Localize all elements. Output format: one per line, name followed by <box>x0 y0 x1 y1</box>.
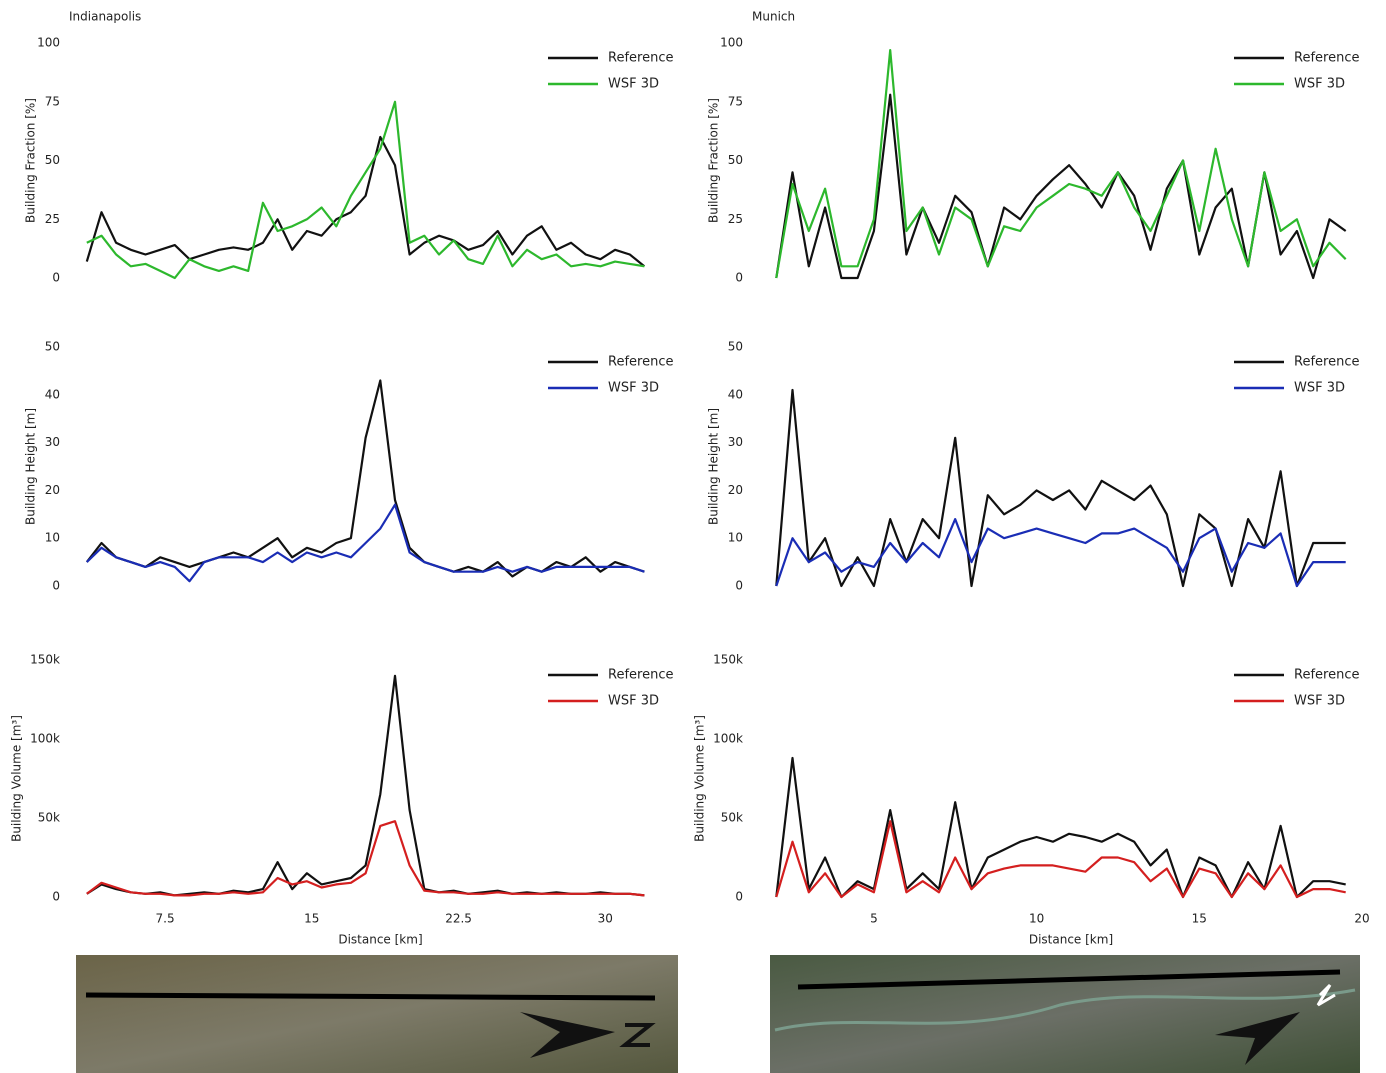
chart-panel: 0 10 20 30 40 50 Building Height [m] Reference W… <box>24 340 674 593</box>
legend-text: WSF 3D <box>608 694 659 709</box>
y-axis-label: Building Volume [m³] <box>10 715 24 842</box>
y-tick-label: 100 <box>37 36 60 50</box>
data-line <box>776 758 1345 897</box>
y-axis-label: Building Volume [m³] <box>693 715 707 842</box>
legend-text: Reference <box>1294 668 1359 683</box>
chart-panel: Indianapolis 0 25 50 75 100 Building Fraction … <box>24 10 674 285</box>
data-line <box>776 519 1345 586</box>
y-tick-label: 30 <box>728 435 743 449</box>
satellite-image-right <box>770 955 1360 1073</box>
y-tick-label: 0 <box>52 271 60 285</box>
x-tick-label: 15 <box>304 912 319 926</box>
x-tick-label: 7.5 <box>156 912 175 926</box>
y-tick-label: 40 <box>45 387 60 401</box>
data-line <box>776 390 1345 586</box>
figure: Indianapolis0255075100Building Fraction … <box>0 0 1386 1073</box>
x-tick-label: 15 <box>1192 912 1207 926</box>
data-line <box>87 102 645 278</box>
data-line <box>776 95 1345 278</box>
y-tick-label: 75 <box>728 94 743 108</box>
legend-text: Reference <box>608 51 673 66</box>
data-line <box>776 821 1345 897</box>
y-tick-label: 50k <box>721 811 743 825</box>
x-tick-label: 22.5 <box>445 912 472 926</box>
y-tick-label: 10 <box>45 531 60 545</box>
data-line <box>87 505 645 582</box>
y-tick-label: 0 <box>52 579 60 593</box>
chart-title: Munich <box>752 10 795 24</box>
y-tick-label: 50k <box>38 811 60 825</box>
chart-title: Indianapolis <box>69 10 141 24</box>
x-tick-label: 20 <box>1354 912 1369 926</box>
legend-text: WSF 3D <box>1294 381 1345 396</box>
legend-text: WSF 3D <box>608 77 659 92</box>
y-tick-label: 75 <box>45 94 60 108</box>
satellite-image-left <box>76 955 678 1073</box>
y-tick-label: 50 <box>728 153 743 167</box>
y-tick-label: 0 <box>735 890 743 904</box>
y-tick-label: 25 <box>728 212 743 226</box>
legend-text: Reference <box>608 668 673 683</box>
y-tick-label: 0 <box>52 890 60 904</box>
y-axis-label: Building Fraction [%] <box>24 98 38 223</box>
y-tick-label: 30 <box>45 435 60 449</box>
data-line <box>87 381 645 577</box>
y-axis-label: Building Fraction [%] <box>707 98 721 223</box>
y-tick-label: 25 <box>45 212 60 226</box>
y-tick-label: 0 <box>735 579 743 593</box>
legend-text: WSF 3D <box>1294 694 1345 709</box>
x-tick-label: 30 <box>598 912 613 926</box>
y-tick-label: 100k <box>30 732 60 746</box>
y-tick-label: 20 <box>728 483 743 497</box>
chart-panel: Munich 0 25 50 75 100 Building Fraction [%] Ref… <box>707 10 1363 285</box>
y-tick-label: 100k <box>713 732 743 746</box>
data-line <box>87 676 645 896</box>
y-tick-label: 0 <box>735 271 743 285</box>
legend-text: Reference <box>1294 51 1359 66</box>
x-axis-label: Distance [km] <box>1029 933 1113 947</box>
y-axis-label: Building Height [m] <box>707 408 721 525</box>
data-line <box>87 137 645 266</box>
y-tick-label: 20 <box>45 483 60 497</box>
y-tick-label: 150k <box>713 653 743 667</box>
x-tick-label: 5 <box>870 912 878 926</box>
y-tick-label: 40 <box>728 387 743 401</box>
x-axis-label: Distance [km] <box>338 933 422 947</box>
y-tick-label: 50 <box>728 340 743 354</box>
legend-text: Reference <box>608 355 673 370</box>
y-tick-label: 10 <box>728 531 743 545</box>
chart-panel: 0 10 20 30 40 50 Building Height [m] Reference W… <box>707 340 1363 593</box>
y-tick-label: 150k <box>30 653 60 667</box>
legend-text: Reference <box>1294 355 1359 370</box>
x-tick-label: 10 <box>1029 912 1044 926</box>
legend-text: WSF 3D <box>608 381 659 396</box>
legend-text: WSF 3D <box>1294 77 1345 92</box>
y-axis-label: Building Height [m] <box>24 408 38 525</box>
data-line <box>87 821 645 895</box>
y-tick-label: 50 <box>45 153 60 167</box>
y-tick-label: 100 <box>720 36 743 50</box>
chart-panel: 0 50k 100k 150k 5 10 15 20 Distance [km] Building… <box>693 653 1370 947</box>
chart-panel: 0 50k 100k 150k 7.5 15 22.5 30 Distance [km] Buil… <box>10 653 674 947</box>
y-tick-label: 50 <box>45 340 60 354</box>
